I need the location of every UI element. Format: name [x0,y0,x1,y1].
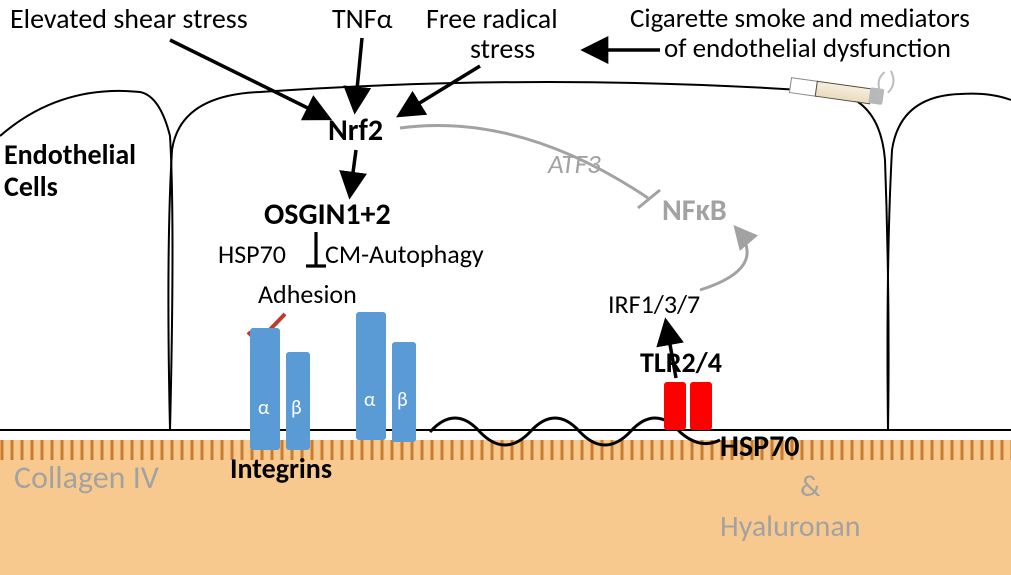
integrin-2-alpha-label: α [364,388,375,412]
arrow-irf-nfkb [700,228,747,290]
tlr-bar-2 [690,382,712,430]
label-cmauto: CM-Autophagy [325,240,484,269]
label-nfkb: NFκB [662,194,727,227]
label-endo1: Endothelial [4,140,136,171]
integrin-1-beta-label: β [291,396,302,420]
arrow-nrf2-osgin [350,150,356,195]
label-hsp70: HSP70 [218,240,286,269]
label-adhesion: Adhesion [258,280,357,309]
label-osgin: OSGIN1+2 [264,198,391,231]
cigarette-body [815,81,873,105]
diagram-stage: α β α β Elevated shear stress TNFα Free … [0,0,1011,575]
label-collagen: Collagen IV [14,460,159,495]
label-cig1: Cigarette smoke and mediators [630,4,970,34]
arrow-tnfa-nrf2 [355,38,362,110]
arrow-shear-nrf2 [170,40,328,118]
arrow-free-nrf2 [400,66,480,115]
collagen-hatch [0,440,1011,460]
integrin-1-alpha-label: α [258,396,269,420]
label-amp: & [800,470,820,503]
label-irf: IRF1/3/7 [608,290,700,319]
label-nrf2: Nrf2 [328,114,383,147]
label-atf3: ATF3 [548,150,601,180]
label-tlr24: TLR2/4 [640,348,722,379]
label-endo2: Cells [4,172,58,203]
atf3-inhibit-nfkb [400,125,648,198]
integrin-2-alpha [356,312,386,440]
label-tnfa: TNFα [332,4,392,35]
cigarette-smoke [876,67,909,97]
cell-outline-right [888,94,1011,430]
integrin-1-alpha [250,328,280,450]
integrin-2-beta-label: β [397,388,408,412]
label-hsp70-b: HSP70 [720,430,799,463]
label-cig2: of endothelial dysfunction [664,34,951,64]
label-integrins: Integrins [230,454,332,485]
label-free-rad2: stress [470,34,535,65]
tlr-bar-1 [664,382,686,430]
label-hyal: Hyaluronan [720,510,861,543]
label-shear: Elevated shear stress [10,4,248,35]
